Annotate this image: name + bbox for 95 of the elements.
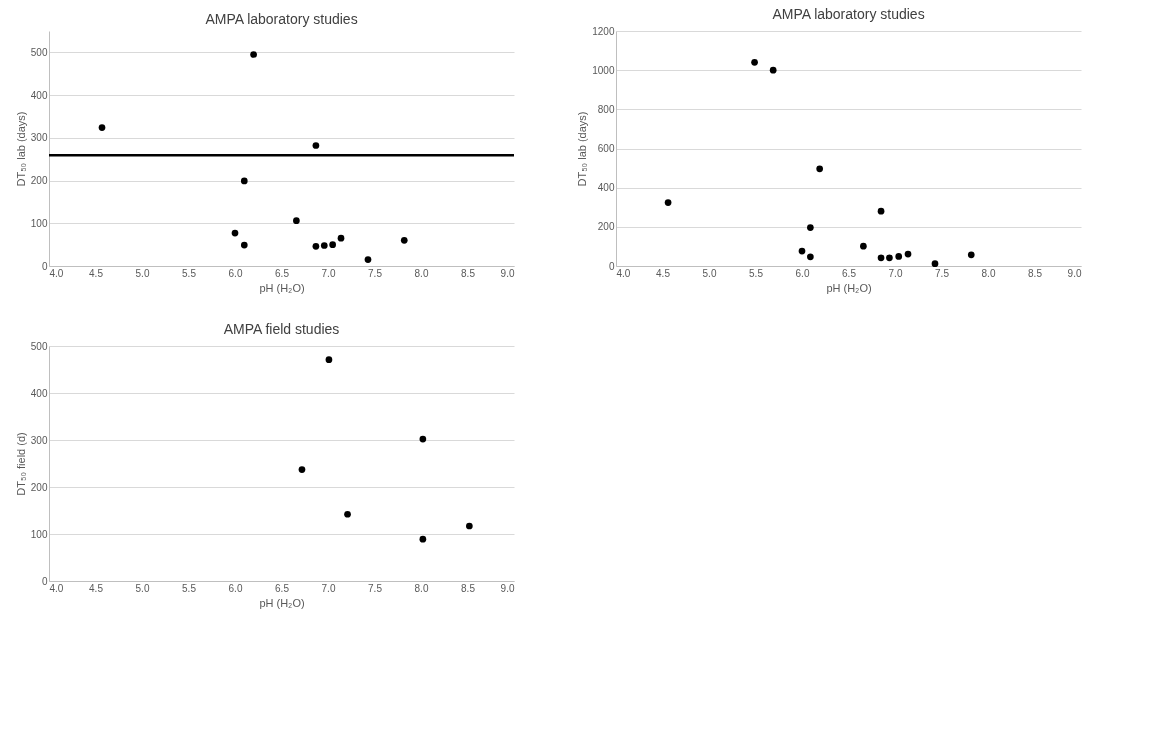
- y-tick-label: 500: [30, 46, 48, 58]
- x-tick-label: 4.0: [616, 267, 631, 279]
- y-tick-label: 0: [608, 260, 615, 272]
- x-tick-label: 8.0: [981, 267, 996, 279]
- point: [466, 522, 473, 530]
- y-tick-label: 800: [597, 103, 615, 115]
- y-tick-label: 600: [597, 143, 615, 154]
- x-tick-label: 7.0: [888, 267, 903, 279]
- x-tick-label: 5.5: [182, 267, 197, 279]
- point: [337, 234, 345, 242]
- x-tick-label: 9.0: [500, 582, 515, 594]
- y-tick-label: 1200: [592, 25, 615, 37]
- y-tick-label: 200: [30, 481, 48, 493]
- point: [751, 58, 758, 66]
- point: [895, 253, 903, 260]
- point: [886, 254, 893, 262]
- y-axis-title: DT₅₀ lab (days): [576, 111, 589, 187]
- x-tick-label: 8.0: [414, 267, 429, 279]
- y-tick-label: 0: [41, 575, 48, 587]
- point: [904, 250, 912, 258]
- y-tick-label: 400: [30, 89, 48, 101]
- x-tick-label: 6.5: [842, 267, 857, 279]
- y-tick-label: 300: [30, 434, 48, 446]
- y-tick-label: 200: [30, 175, 48, 187]
- point: [231, 229, 239, 237]
- point: [98, 124, 106, 131]
- y-axis-title: DT₅₀ lab (days): [14, 111, 27, 187]
- x-tick-label: 7.5: [368, 582, 383, 594]
- point: [664, 199, 672, 206]
- point: [807, 253, 814, 261]
- x-tick-label: 4.5: [89, 267, 104, 279]
- y-tick-label: 0: [41, 260, 48, 272]
- x-tick-label: 4.5: [89, 582, 104, 594]
- chart-title: AMPA laboratory studies: [205, 11, 358, 27]
- x-tick-label: 6.5: [275, 582, 290, 594]
- point: [240, 177, 248, 185]
- y-tick-label: 300: [30, 132, 48, 144]
- x-axis-title: pH (H₂O): [259, 596, 305, 609]
- x-tick-label: 8.5: [461, 582, 476, 594]
- x-tick-label: 7.5: [368, 267, 383, 279]
- y-tick-label: 500: [30, 340, 48, 352]
- point: [240, 241, 248, 249]
- y-tick-label: 1000: [592, 64, 615, 76]
- x-tick-label: 7.5: [935, 267, 950, 279]
- chart-title: AMPA field studies: [223, 321, 340, 337]
- y-tick-label: 200: [597, 221, 615, 233]
- x-tick-label: 5.5: [182, 582, 197, 594]
- point: [312, 142, 320, 149]
- y-tick-label: 100: [30, 217, 48, 229]
- x-tick-label: 8.5: [1028, 267, 1043, 279]
- x-axis-title: pH (H₂O): [826, 281, 872, 294]
- point: [877, 207, 885, 215]
- point: [419, 535, 427, 543]
- point: [312, 243, 320, 250]
- x-tick-label: 9.0: [1067, 267, 1082, 279]
- point: [877, 254, 885, 262]
- point: [860, 242, 867, 250]
- x-tick-label: 8.0: [414, 582, 429, 594]
- x-tick-label: 6.0: [795, 267, 810, 279]
- point: [320, 242, 328, 249]
- x-tick-label: 4.0: [49, 267, 64, 279]
- x-tick-label: 6.5: [275, 267, 290, 279]
- x-tick-label: 5.5: [749, 267, 764, 279]
- point: [364, 256, 372, 263]
- x-tick-label: 6.0: [228, 267, 243, 279]
- x-tick-label: 4.0: [49, 582, 64, 594]
- point: [807, 224, 814, 231]
- x-tick-label: 4.5: [656, 267, 671, 279]
- x-tick-label: 5.0: [135, 267, 150, 279]
- x-axis-title: pH (H₂O): [259, 281, 305, 294]
- point: [298, 466, 306, 473]
- y-axis-title: DT₅₀ field (d): [14, 432, 27, 496]
- point: [250, 51, 257, 58]
- x-tick-label: 7.0: [321, 267, 336, 279]
- point: [419, 435, 427, 443]
- x-tick-label: 7.0: [321, 582, 336, 594]
- point: [769, 66, 777, 74]
- y-tick-label: 400: [597, 182, 615, 194]
- point: [816, 165, 824, 173]
- y-tick-label: 100: [30, 528, 48, 540]
- point: [400, 237, 408, 244]
- chart-title: AMPA laboratory studies: [772, 6, 925, 22]
- point: [293, 217, 300, 225]
- point: [967, 251, 975, 259]
- point: [344, 510, 351, 518]
- x-tick-label: 5.0: [702, 267, 717, 279]
- x-tick-label: 5.0: [135, 582, 150, 594]
- x-tick-label: 9.0: [500, 267, 515, 279]
- point: [329, 241, 336, 248]
- y-tick-label: 400: [30, 387, 48, 399]
- x-tick-label: 6.0: [228, 582, 243, 594]
- point: [325, 356, 333, 363]
- point: [798, 247, 806, 255]
- point: [931, 260, 939, 267]
- x-tick-label: 8.5: [461, 267, 476, 279]
